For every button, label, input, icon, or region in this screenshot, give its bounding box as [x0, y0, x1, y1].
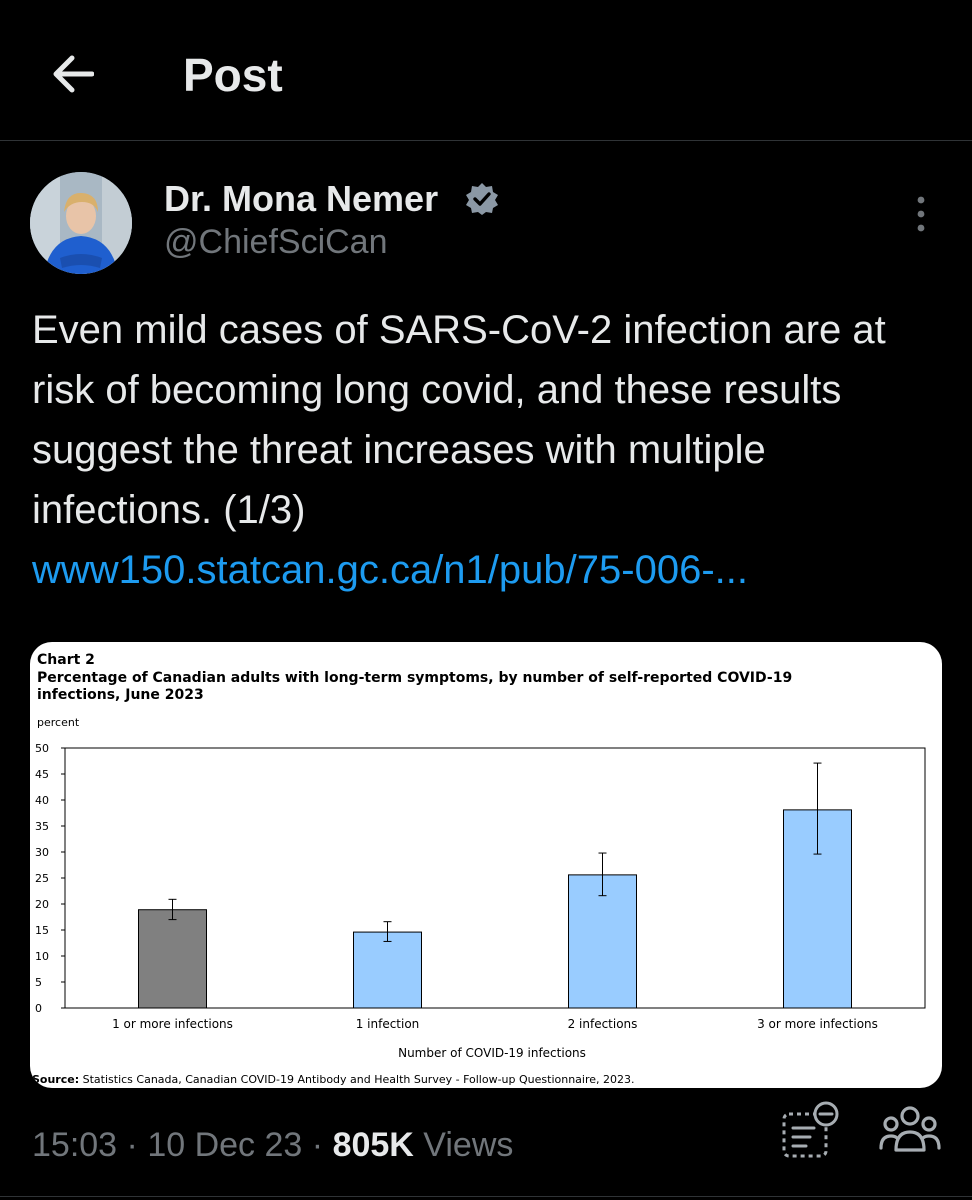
y-tick-label: 25 [35, 872, 49, 885]
post-link[interactable]: www150.statcan.gc.ca/n1/pub/75-006-... [32, 548, 748, 592]
x-tick-label: 3 or more infections [757, 1017, 878, 1031]
y-tick-label: 20 [35, 898, 49, 911]
y-tick-label: 10 [35, 950, 49, 963]
back-button[interactable] [42, 48, 102, 100]
post-summary-icon[interactable] [778, 1100, 842, 1162]
y-tick-label: 30 [35, 846, 49, 859]
arrow-left-icon [53, 55, 94, 93]
views-count[interactable]: 805K [332, 1126, 414, 1164]
x-axis-label: Number of COVID-19 infections [398, 1046, 586, 1060]
y-axis-label: percent [37, 716, 80, 729]
more-vertical-icon[interactable] [906, 192, 936, 236]
author-name[interactable]: Dr. Mona Nemer [164, 178, 439, 219]
chart-label: Chart 2 [37, 652, 95, 668]
views-label[interactable]: Views [423, 1126, 514, 1164]
post-time: 15:03 [32, 1126, 118, 1164]
y-tick-label: 50 [35, 742, 49, 755]
media-chart-image[interactable]: Chart 2 Percentage of Canadian adults wi… [30, 642, 942, 1088]
separator: · [126, 1126, 138, 1164]
chart-title: Percentage of Canadian adults with long-… [37, 670, 792, 703]
bar-chart: Chart 2 Percentage of Canadian adults wi… [32, 652, 926, 1086]
avatar[interactable] [30, 172, 132, 274]
bar-1 [138, 909, 207, 1009]
x-tick-label: 1 or more infections [112, 1017, 233, 1031]
y-tick-label: 45 [35, 768, 49, 781]
y-tick-label: 5 [35, 976, 42, 989]
post-date: 10 Dec 23 [147, 1126, 303, 1164]
bar-2 [353, 931, 422, 1009]
y-tick-label: 35 [35, 820, 49, 833]
post-text: Even mild cases of SARS-CoV-2 infection … [32, 308, 886, 532]
post-meta: 15:03 · 10 Dec 23 · 805K Views [32, 1122, 513, 1168]
author-handle[interactable]: @ChiefSciCan [164, 223, 388, 261]
divider [0, 1196, 972, 1197]
y-tick-label: 40 [35, 794, 49, 807]
verified-badge-icon [466, 183, 498, 215]
x-tick-label: 2 infections [568, 1017, 638, 1031]
x-tick-label: 1 infection [356, 1017, 420, 1031]
community-icon[interactable] [878, 1100, 942, 1162]
chart-source: Source: Statistics Canada, Canadian COVI… [32, 1073, 635, 1086]
separator: · [311, 1126, 324, 1164]
top-bar: Post [0, 0, 972, 141]
page-title: Post [183, 49, 283, 101]
y-tick-label: 15 [35, 924, 49, 937]
bar-3 [568, 874, 637, 1009]
y-tick-label: 0 [35, 1002, 42, 1015]
